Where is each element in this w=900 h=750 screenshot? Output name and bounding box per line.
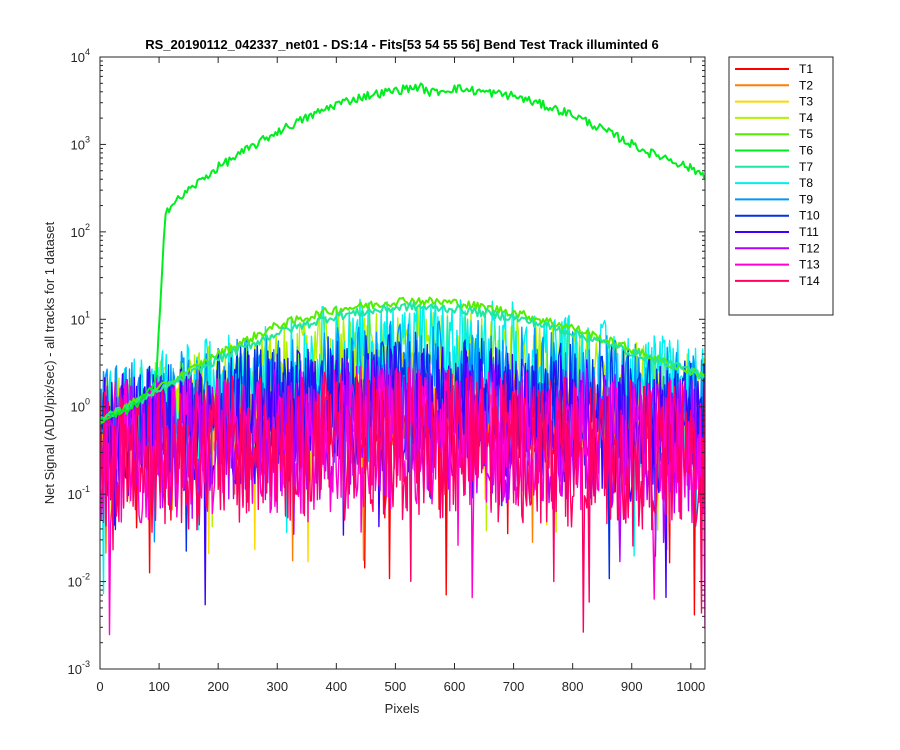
x-axis-ticks: 0 100 200 300 400 500 600 700 800 900 1000 <box>96 57 705 694</box>
y-axis-ticks: 10-3 10-2 10-1 100 101 102 103 104 <box>68 47 705 677</box>
legend-label-t6: T6 <box>799 144 813 158</box>
legend-label-t4: T4 <box>799 111 813 125</box>
series-line-t6 <box>100 82 705 425</box>
y-tick-label: 101 <box>71 309 90 327</box>
legend-label-t12: T12 <box>799 241 820 255</box>
y-tick-label: 100 <box>71 397 90 415</box>
series-layer <box>100 82 705 636</box>
legend: T1 T2 T3 T4 T5 T6 T7 T8 T9 T10 T11 T12 T13 T14 <box>728 56 834 316</box>
x-tick-label: 900 <box>621 679 643 694</box>
x-tick-label: 0 <box>96 679 103 694</box>
legend-label-t10: T10 <box>799 209 820 223</box>
y-tick-label: 104 <box>71 47 90 65</box>
x-tick-label: 300 <box>266 679 288 694</box>
axes-box <box>99 56 706 670</box>
legend-label-t8: T8 <box>799 176 813 190</box>
x-tick-label: 600 <box>444 679 466 694</box>
axes-layer <box>99 56 706 670</box>
y-tick-label: 10-2 <box>68 572 90 590</box>
chart-title: RS_20190112_042337_net01 - DS:14 - Fits[… <box>145 37 659 52</box>
y-axis-label: Net Signal (ADU/pix/sec) - all tracks fo… <box>42 221 57 504</box>
x-tick-label: 1000 <box>676 679 705 694</box>
legend-label-t2: T2 <box>799 78 813 92</box>
legend-label-t11: T11 <box>799 225 819 239</box>
legend-label-t3: T3 <box>799 95 813 109</box>
legend-label-t13: T13 <box>799 258 820 272</box>
x-tick-label: 400 <box>325 679 347 694</box>
series-line-t14 <box>100 367 705 633</box>
y-tick-label: 103 <box>71 134 90 152</box>
legend-label-t1: T1 <box>799 62 813 76</box>
x-axis-label: Pixels <box>385 701 420 716</box>
x-tick-label: 800 <box>562 679 584 694</box>
series-line-t7 <box>100 301 705 425</box>
legend-box <box>728 56 834 316</box>
legend-label-t9: T9 <box>799 192 813 206</box>
legend-label-t14: T14 <box>799 274 820 288</box>
y-tick-label: 10-1 <box>68 484 90 502</box>
plot-area <box>99 56 706 670</box>
x-tick-label: 200 <box>207 679 229 694</box>
y-tick-label: 102 <box>71 222 90 240</box>
legend-label-t7: T7 <box>799 160 813 174</box>
y-tick-label: 10-3 <box>68 659 90 677</box>
x-tick-label: 500 <box>385 679 407 694</box>
x-tick-label: 100 <box>148 679 170 694</box>
x-tick-label: 700 <box>503 679 525 694</box>
legend-label-t5: T5 <box>799 127 813 141</box>
